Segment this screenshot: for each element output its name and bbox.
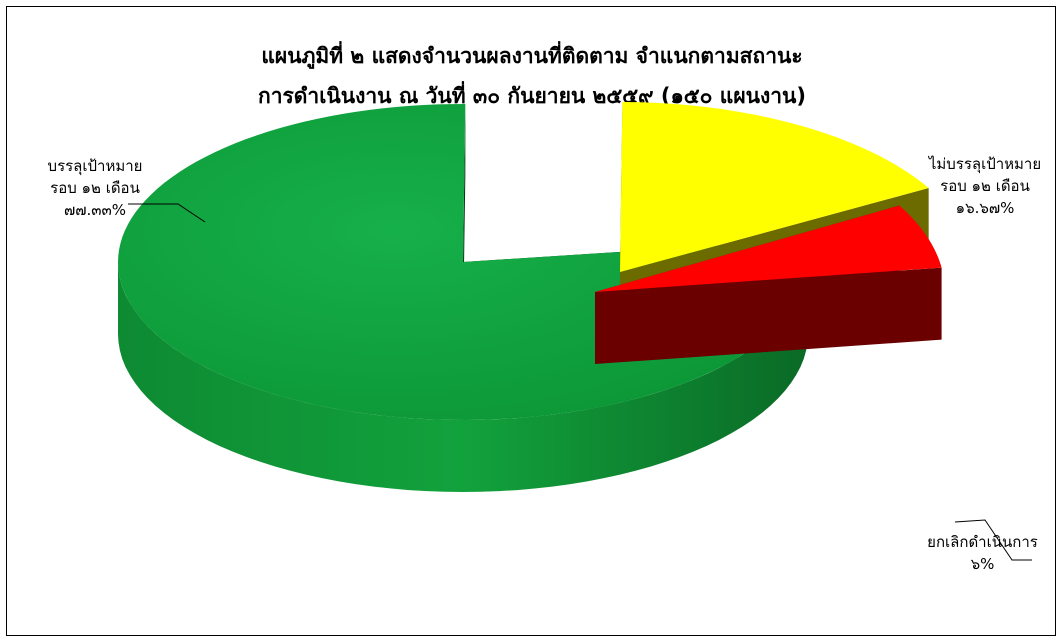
slice-cancelled-top xyxy=(595,205,942,292)
slice-cancelled xyxy=(595,205,942,364)
slice-cancelled-wall-end xyxy=(595,267,942,364)
leader-achieved xyxy=(128,203,206,223)
chart-title-line1: แผนภูมิที่ ๒ แสดงจำนวนผลงานที่ติดตาม จำแ… xyxy=(261,44,803,68)
leader-cancelled xyxy=(954,519,1032,561)
label-achieved-line2: รอบ ๑๒ เดือน xyxy=(50,179,140,197)
slice-not-achieved-top xyxy=(620,102,929,272)
slices-layer xyxy=(118,102,942,492)
label-cancelled-percent: ๖% xyxy=(970,555,995,573)
label-achieved: บรรลุเป้าหมาย รอบ ๑๒ เดือน ๗๗.๓๓% xyxy=(10,155,180,221)
label-achieved-percent: ๗๗.๓๓% xyxy=(63,201,127,219)
label-cancelled-line1: ยกเลิกดำเนินการ xyxy=(927,533,1038,551)
label-not-achieved-line2: รอบ ๑๒ เดือน xyxy=(940,177,1030,195)
leader-lines xyxy=(128,203,1032,561)
label-not-achieved-line1: ไม่บรรลุเป้าหมาย xyxy=(928,155,1042,173)
chart-title: แผนภูมิที่ ๒ แสดงจำนวนผลงานที่ติดตาม จำแ… xyxy=(0,36,1064,116)
label-not-achieved-percent: ๑๖.๖๗% xyxy=(955,199,1015,217)
slice-achieved-side-0 xyxy=(118,262,808,492)
chart-title-line2: การดำเนินงาน ณ วันที่ ๓๐ กันยายน ๒๕๕๙ (๑… xyxy=(258,84,806,108)
label-not-achieved: ไม่บรรลุเป้าหมาย รอบ ๑๒ เดือน ๑๖.๖๗% xyxy=(900,153,1064,219)
label-achieved-line1: บรรลุเป้าหมาย xyxy=(47,157,143,175)
label-cancelled: ยกเลิกดำเนินการ ๖% xyxy=(905,531,1060,575)
